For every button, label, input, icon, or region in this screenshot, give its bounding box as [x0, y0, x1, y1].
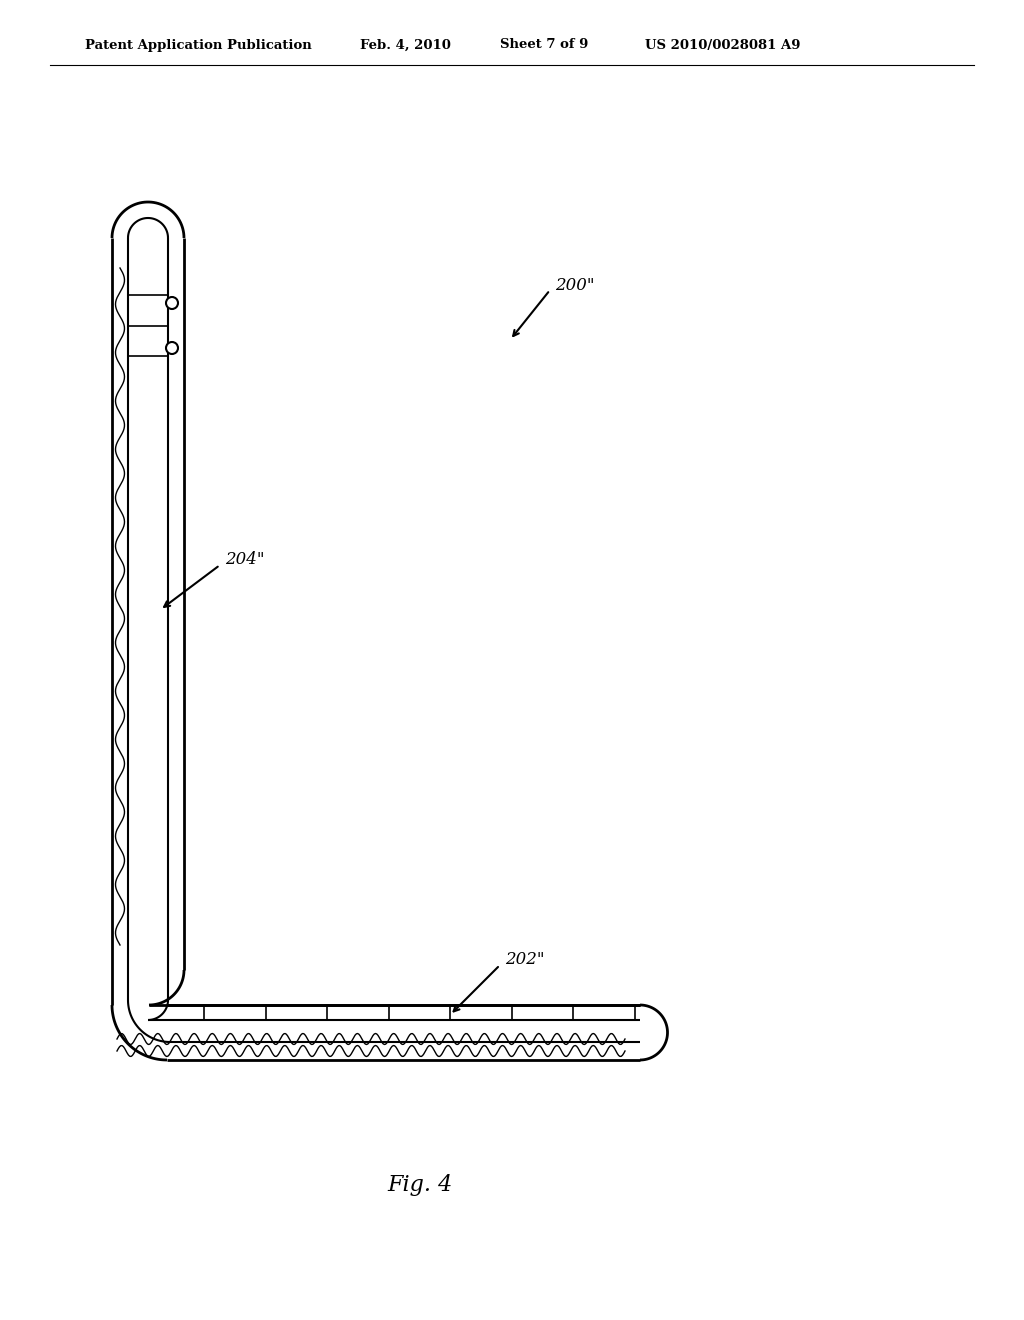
Text: 204": 204"	[225, 552, 264, 569]
Text: US 2010/0028081 A9: US 2010/0028081 A9	[645, 38, 801, 51]
Text: Sheet 7 of 9: Sheet 7 of 9	[500, 38, 589, 51]
Text: Feb. 4, 2010: Feb. 4, 2010	[360, 38, 451, 51]
Text: 200": 200"	[555, 276, 595, 293]
Circle shape	[166, 297, 178, 309]
Text: Patent Application Publication: Patent Application Publication	[85, 38, 311, 51]
Text: Fig. 4: Fig. 4	[387, 1173, 453, 1196]
Text: 202": 202"	[505, 952, 545, 969]
Circle shape	[166, 342, 178, 354]
